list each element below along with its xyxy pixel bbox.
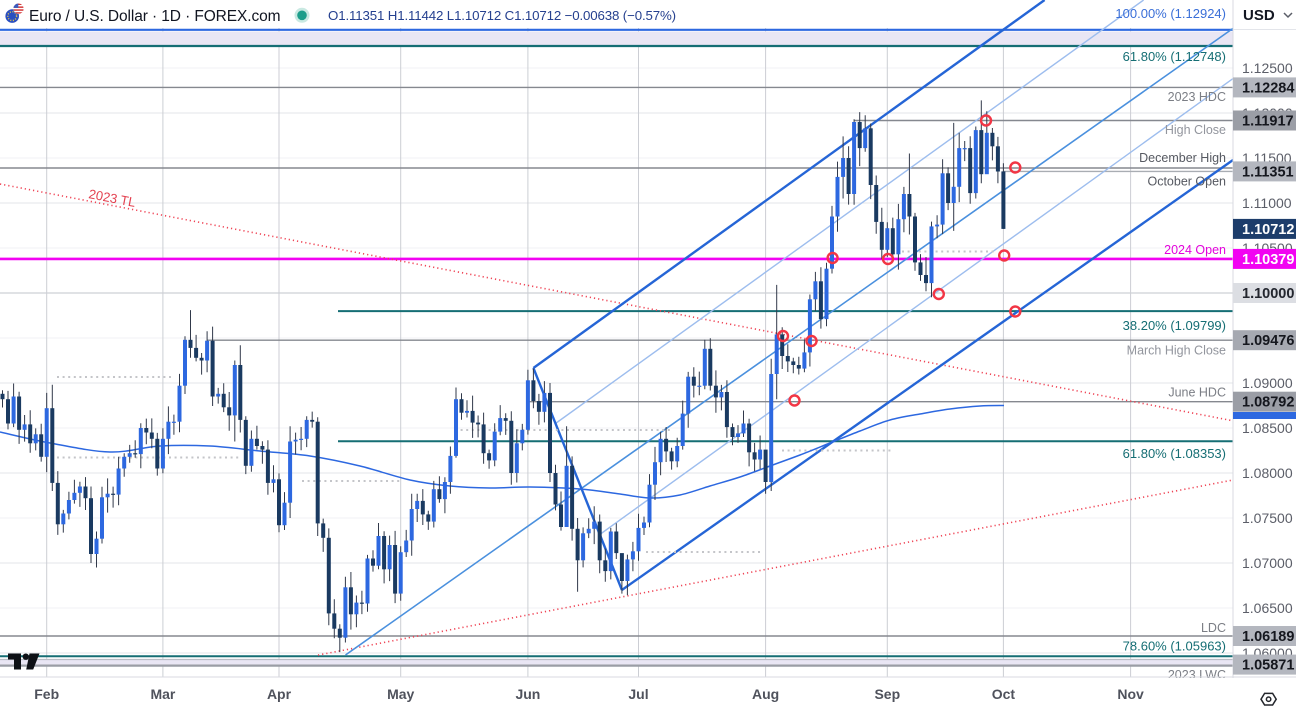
svg-text:Apr: Apr bbox=[267, 686, 292, 702]
svg-text:Euro / U.S. Dollar · 1D · FORE: Euro / U.S. Dollar · 1D · FOREX.com bbox=[29, 8, 280, 25]
svg-text:Sep: Sep bbox=[874, 686, 900, 702]
svg-text:Feb: Feb bbox=[34, 686, 59, 702]
svg-text:LDC: LDC bbox=[1201, 621, 1226, 635]
svg-text:Oct: Oct bbox=[992, 686, 1016, 702]
svg-text:O1.11351 H1.11442 L1.10712 C1.: O1.11351 H1.11442 L1.10712 C1.10712 −0.0… bbox=[328, 8, 676, 23]
svg-text:Nov: Nov bbox=[1117, 686, 1144, 702]
svg-text:1.09000: 1.09000 bbox=[1242, 375, 1293, 391]
svg-text:1.08000: 1.08000 bbox=[1242, 465, 1293, 481]
svg-text:Jun: Jun bbox=[515, 686, 540, 702]
svg-text:61.80% (1.12748): 61.80% (1.12748) bbox=[1123, 49, 1226, 64]
svg-text:USD: USD bbox=[1243, 7, 1275, 24]
svg-text:December High: December High bbox=[1139, 151, 1226, 165]
svg-text:1.12284: 1.12284 bbox=[1242, 80, 1294, 96]
svg-text:1.11351: 1.11351 bbox=[1242, 164, 1294, 180]
svg-text:Mar: Mar bbox=[150, 686, 175, 702]
svg-text:1.12500: 1.12500 bbox=[1242, 60, 1293, 76]
svg-text:1.05871: 1.05871 bbox=[1242, 658, 1294, 674]
svg-text:1.10000: 1.10000 bbox=[1242, 286, 1294, 302]
svg-text:1.09476: 1.09476 bbox=[1242, 333, 1294, 349]
svg-text:October Open: October Open bbox=[1147, 175, 1226, 189]
svg-text:Aug: Aug bbox=[752, 686, 779, 702]
svg-text:1.07000: 1.07000 bbox=[1242, 555, 1293, 571]
svg-text:1.06189: 1.06189 bbox=[1242, 629, 1294, 645]
svg-text:61.80% (1.08353): 61.80% (1.08353) bbox=[1123, 446, 1226, 461]
svg-text:78.60% (1.05963): 78.60% (1.05963) bbox=[1123, 639, 1226, 654]
svg-text:1.08792: 1.08792 bbox=[1242, 395, 1294, 411]
svg-text:1.10379: 1.10379 bbox=[1242, 252, 1294, 268]
svg-text:1.06500: 1.06500 bbox=[1242, 600, 1293, 616]
svg-text:1.11000: 1.11000 bbox=[1242, 195, 1292, 211]
svg-text:38.20% (1.09799): 38.20% (1.09799) bbox=[1123, 318, 1226, 333]
svg-text:1.10712: 1.10712 bbox=[1242, 222, 1294, 238]
svg-text:June HDC: June HDC bbox=[1168, 386, 1226, 400]
svg-text:High Close: High Close bbox=[1165, 123, 1226, 137]
svg-text:100.00% (1.12924): 100.00% (1.12924) bbox=[1115, 6, 1226, 21]
svg-text:1.07500: 1.07500 bbox=[1242, 510, 1293, 526]
svg-text:Jul: Jul bbox=[628, 686, 648, 702]
svg-text:2024 Open: 2024 Open bbox=[1164, 243, 1226, 257]
svg-text:May: May bbox=[387, 686, 414, 702]
svg-text:2023 HDC: 2023 HDC bbox=[1168, 90, 1226, 104]
svg-text:March High Close: March High Close bbox=[1127, 344, 1226, 358]
svg-text:1.11917: 1.11917 bbox=[1242, 114, 1294, 130]
svg-text:1.08500: 1.08500 bbox=[1242, 420, 1293, 436]
